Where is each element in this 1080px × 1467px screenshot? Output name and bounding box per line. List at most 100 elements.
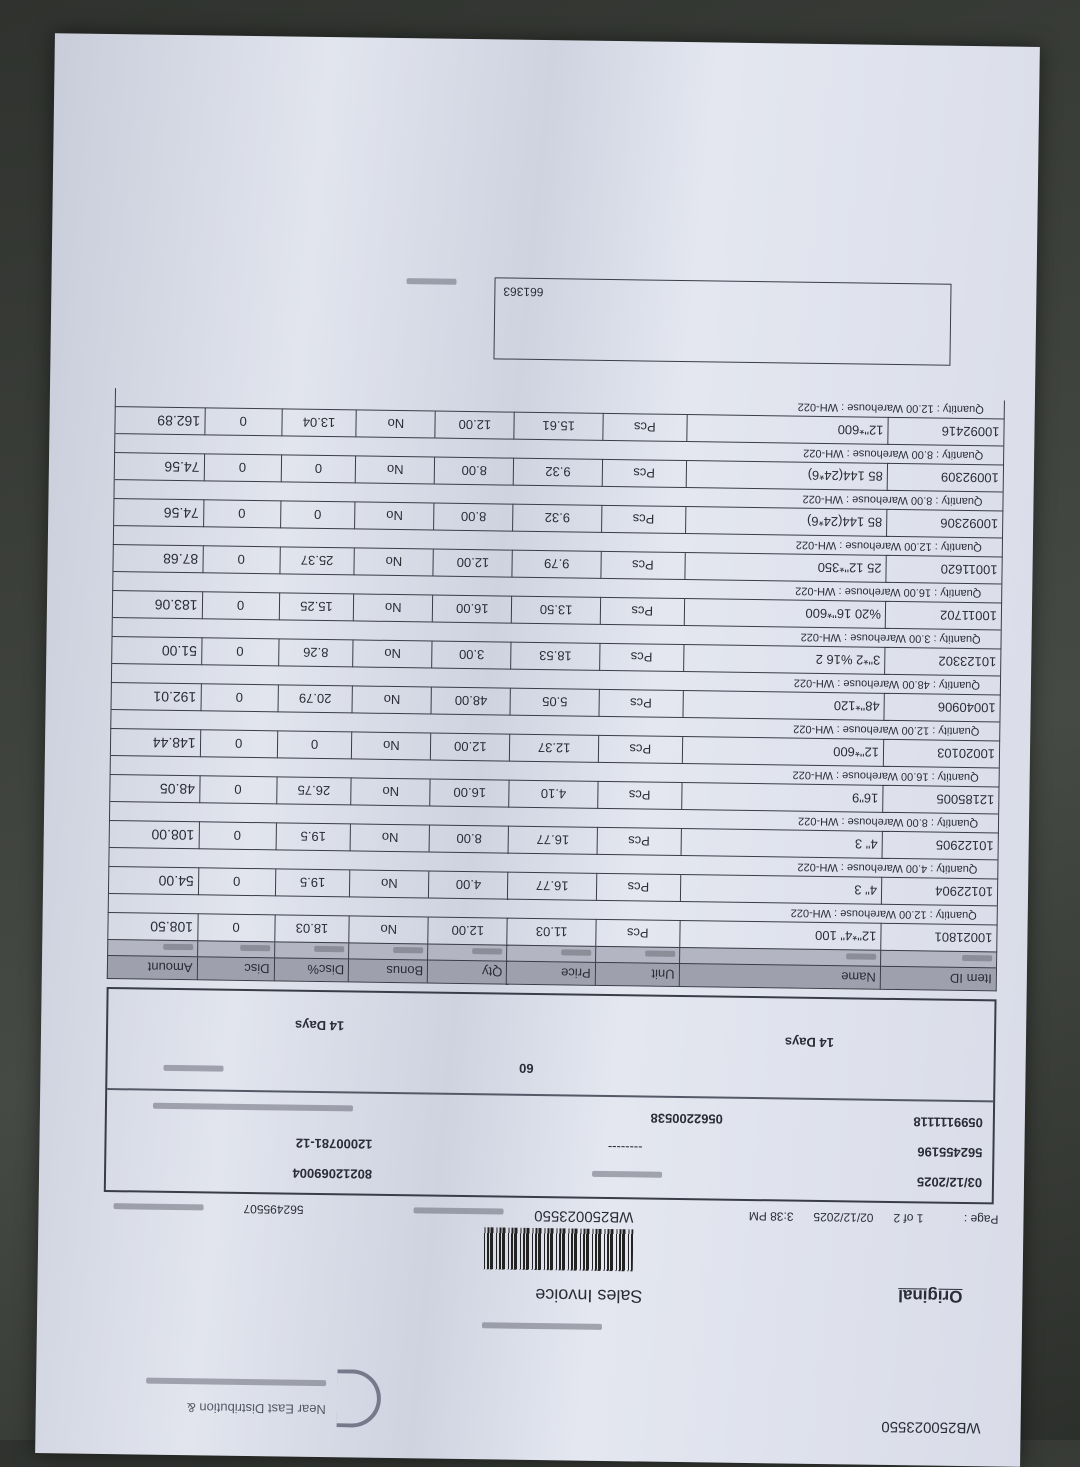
cell-unit: Pcs: [595, 919, 680, 948]
cell-disc: 0: [201, 637, 279, 666]
cell-amount: 51.00: [111, 636, 202, 665]
info-date: 03/12/2025: [916, 1174, 983, 1191]
cell-unit: Pcs: [597, 781, 682, 810]
info-account: 12000781-12: [295, 1135, 373, 1152]
cell-bonus: No: [353, 593, 433, 623]
cell-disc: 0: [200, 683, 278, 712]
cell-name: %20 16"*600: [683, 598, 886, 629]
cell-discp: 25.37: [279, 546, 355, 575]
info-562: 562455196: [917, 1144, 983, 1161]
cell-qty: 48.00: [431, 687, 511, 716]
comment-value: 661363: [503, 284, 544, 300]
cell-disc: 0: [199, 775, 277, 804]
cell-price: 5.05: [510, 688, 600, 717]
cell-id: 10122904: [881, 877, 998, 906]
cell-name: 85 144(24*6): [685, 460, 888, 491]
cell-price: 16.77: [507, 872, 597, 901]
cell-name: 4" 3: [680, 874, 882, 905]
page-number: 1 of 2: [893, 1211, 924, 1226]
cell-name: 4" 3: [680, 828, 883, 859]
header-qty: Qty: [427, 959, 507, 985]
cell-qty: 12.00: [430, 733, 511, 762]
cell-name: 48"*120: [682, 690, 885, 721]
barcode: [482, 1227, 634, 1272]
cell-unit: Pcs: [596, 873, 681, 902]
header-sub: [427, 943, 508, 962]
header-disc: Disc: [196, 956, 275, 981]
info-dashes: --------: [607, 1140, 643, 1156]
print-time: 3:38 PM: [748, 1208, 794, 1224]
cell-amount: 108.50: [107, 912, 198, 941]
cell-qty: 3.00: [431, 641, 512, 670]
cell-id: 10092306: [886, 509, 1003, 538]
cell-discp: 0: [276, 730, 353, 759]
header-sub: [107, 939, 198, 957]
cell-bonus: No: [354, 501, 435, 531]
cell-id: 10011620: [885, 555, 1003, 584]
cell-qty: 12.00: [428, 916, 508, 946]
cell-disc: 0: [202, 545, 280, 574]
cell-bonus: No: [354, 547, 434, 577]
cell-amount: 183.06: [112, 590, 203, 619]
cell-amount: 48.05: [109, 774, 200, 803]
cell-qty: 4.00: [428, 870, 509, 900]
header-sub: [197, 940, 275, 958]
header-sub: [506, 945, 596, 963]
cell-discp: 13.04: [281, 408, 357, 437]
invoice-number: WB250023550: [534, 1207, 634, 1226]
document-title: Sales Invoice: [535, 1285, 643, 1307]
cell-disc: 0: [204, 407, 282, 436]
cell-unit: Pcs: [602, 459, 687, 488]
cell-unit: Pcs: [600, 597, 685, 626]
customer-info-box: 03/12/2025 80212069004 562455196 -------…: [103, 987, 997, 1205]
cell-price: 9.79: [512, 550, 602, 579]
customer-code: 562495507: [243, 1201, 304, 1217]
cell-discp: 8.26: [278, 638, 354, 667]
cell-bonus: No: [349, 869, 430, 898]
cell-discp: 19.5: [275, 822, 351, 851]
header-amount: Amount: [107, 955, 198, 980]
cell-disc: 0: [203, 499, 281, 528]
cell-price: 4.10: [509, 780, 598, 809]
cell-name: 3"*2 %16 2: [683, 644, 885, 675]
header-name: Name: [678, 963, 881, 990]
cell-disc: 0: [198, 867, 276, 896]
cell-bonus: No: [356, 409, 436, 439]
cell-unit: Pcs: [598, 735, 683, 764]
cell-id: 10040906: [883, 693, 1001, 722]
cell-price: 15.61: [514, 412, 604, 441]
cell-id: 10021801: [880, 923, 998, 952]
header-sub: [274, 941, 350, 959]
cell-discp: 19.5: [275, 868, 351, 897]
cell-id: 10020103: [883, 739, 1000, 768]
cell-discp: 20.79: [277, 684, 353, 713]
cell-bonus: No: [352, 685, 432, 715]
cell-bonus: No: [349, 915, 429, 944]
cell-unit: Pcs: [601, 505, 686, 534]
cell-amount: 74.56: [113, 498, 204, 527]
cell-unit: Pcs: [602, 413, 687, 442]
cell-amount: 148.44: [110, 728, 201, 757]
cell-price: 12.37: [509, 734, 599, 763]
cell-qty: 12.00: [433, 549, 513, 578]
cell-price: 11.03: [507, 918, 597, 947]
cell-id: 12185005: [882, 785, 1000, 814]
cell-amount: 74.56: [114, 452, 205, 481]
info-phone1: 0599111118: [913, 1114, 983, 1131]
info-credit-days: 14 Days: [294, 1017, 345, 1034]
cell-name: 16"9: [681, 782, 884, 813]
cell-id: 10122905: [882, 831, 999, 860]
header-sub: [348, 942, 429, 960]
cell-price: 9.32: [512, 504, 602, 533]
cell-price: 18.53: [511, 642, 600, 671]
comments-box: 661363: [493, 277, 952, 366]
cell-price: 13.50: [511, 596, 601, 625]
logo-swoosh-icon: [336, 1369, 382, 1428]
info-limit: 60: [518, 1060, 534, 1076]
cell-qty: 16.00: [429, 779, 510, 808]
cell-amount: 54.00: [108, 866, 199, 895]
header-bonus: Bonus: [348, 958, 428, 983]
cell-discp: 26.75: [276, 776, 352, 805]
cell-id: 10092309: [887, 463, 1004, 492]
cell-unit: Pcs: [599, 643, 684, 672]
